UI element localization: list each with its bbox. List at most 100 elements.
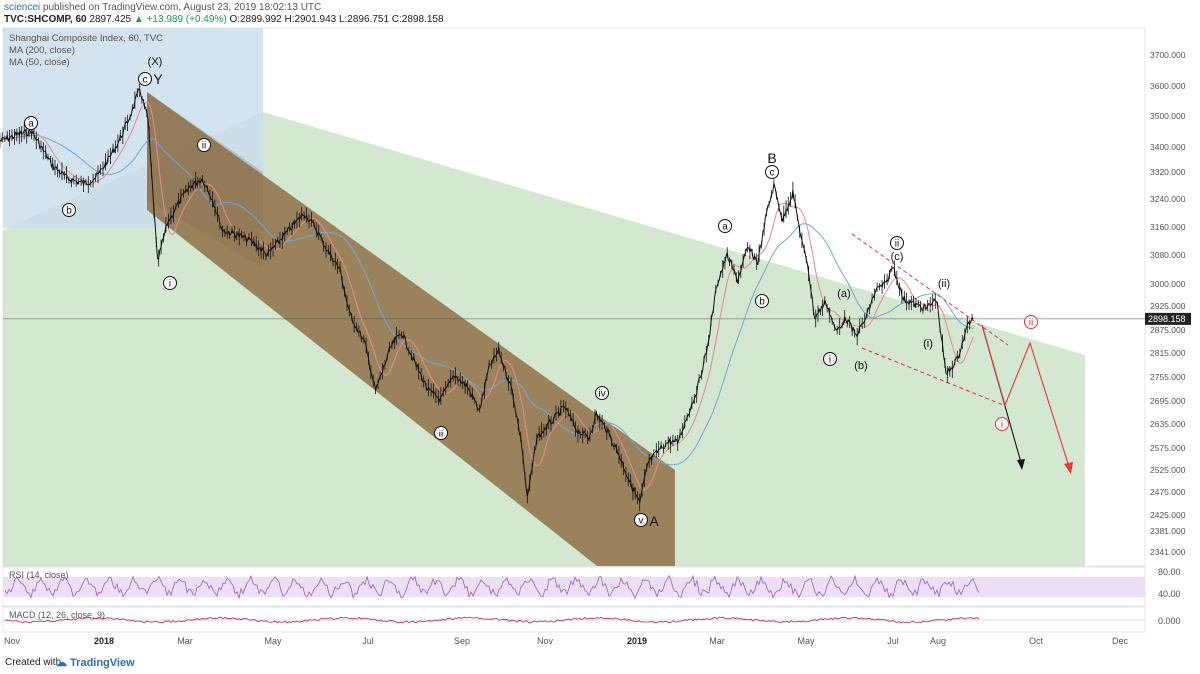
- rsi-line: [4, 574, 980, 600]
- price-tick-label: 3240.000: [1150, 194, 1186, 204]
- ohlc-values: O:2899.992 H:2901.943 L:2896.751 C:2898.…: [229, 14, 444, 25]
- macd-tick: 0.000: [1158, 616, 1181, 626]
- wave-label-text: a: [28, 119, 34, 130]
- price-tick-label: 3400.000: [1150, 142, 1186, 152]
- wave-label-circle: [995, 417, 1009, 431]
- wave-label-circle: [24, 116, 38, 130]
- wave-label-text: iii: [438, 430, 444, 439]
- red-arrowhead: [1064, 462, 1073, 474]
- time-tick-label: 2018: [94, 636, 114, 646]
- symbol-label: TVC:SHCOMP, 60: [4, 14, 87, 25]
- projection-arrows: [981, 324, 1073, 474]
- wave-label-text: c: [770, 168, 775, 179]
- price-tick-label: 2425.000: [1150, 510, 1186, 520]
- wave-label-text: (b): [854, 360, 867, 372]
- time-tick-label: Mar: [177, 636, 193, 646]
- time-tick-label: Nov: [4, 636, 21, 646]
- chart-legend: Shanghai Composite Index, 60, TVC MA (20…: [9, 33, 163, 69]
- change-value: +13.989 (+0.49%): [146, 14, 227, 25]
- legend-title: Shanghai Composite Index, 60, TVC: [9, 33, 164, 44]
- ohlc-line: TVC:SHCOMP, 60 2897.425 ▲ +13.989 (+0.49…: [4, 14, 444, 25]
- price-tick-label: 3320.000: [1150, 167, 1186, 177]
- wave-label-circle: [595, 386, 609, 400]
- price-tick-label: 2925.000: [1150, 301, 1186, 311]
- wave-label-circle: [197, 138, 211, 152]
- legend-ma50[interactable]: MA (50, close): [9, 57, 70, 68]
- rsi-label[interactable]: RSI (14, close): [9, 570, 69, 580]
- wave-label-text: iv: [598, 389, 605, 400]
- wave-label-text: (c): [891, 251, 904, 263]
- price-tick-label: 3000.000: [1150, 279, 1186, 289]
- rsi-tick-40: 40.00: [1158, 589, 1181, 599]
- wave-label-text: i: [169, 279, 171, 290]
- rsi-tick-80: 80.00: [1158, 567, 1181, 577]
- legend-ma200[interactable]: MA (200, close): [9, 45, 75, 56]
- wave-label-text: c: [143, 75, 148, 86]
- wave-label-text: (X): [148, 56, 163, 68]
- wedge-upper-line: [851, 233, 1009, 346]
- wave-label-circle: [755, 294, 769, 308]
- wave-label-text: ii: [202, 141, 206, 152]
- price-tick-label: 2381.000: [1150, 526, 1186, 536]
- wave-label-text: a: [722, 222, 728, 233]
- price-tick-label: 2635.000: [1150, 419, 1186, 429]
- price-tick-label: 3600.000: [1150, 81, 1186, 91]
- price-tick-label: 2875.000: [1150, 325, 1186, 335]
- time-tick-label: Jul: [887, 636, 899, 646]
- price-tick-label: 3080.000: [1150, 250, 1186, 260]
- wave-label-circle: [718, 219, 732, 233]
- black-arrowhead: [1017, 459, 1025, 470]
- time-tick-label: Aug: [930, 636, 946, 646]
- wave-label-circle: [1024, 315, 1038, 329]
- time-tick-label: May: [264, 636, 282, 646]
- time-axis[interactable]: Nov 2018 Mar May Jul Sep Nov 2019 Mar May Jul Aug Oc…: [4, 636, 1129, 646]
- time-tick-label: Dec: [1112, 636, 1129, 646]
- price-tick-label: 3500.000: [1150, 111, 1186, 121]
- wave-label-circle: [62, 203, 76, 217]
- price-axis[interactable]: 3700.000 3600.000 3500.000 3400.000 3320.000…: [1150, 50, 1186, 557]
- time-tick-label: Mar: [709, 636, 725, 646]
- price-tick-label: 2341.000: [1150, 547, 1186, 557]
- price-tick-label: 2815.000: [1150, 348, 1186, 358]
- price-tick-label: 2475.000: [1150, 487, 1186, 497]
- publish-line: sciencei published on TradingView.com, A…: [4, 2, 321, 13]
- brown-channel: [147, 92, 675, 566]
- tradingview-logo[interactable]: ☁ TradingView: [56, 657, 135, 669]
- time-tick-label: Jul: [362, 636, 374, 646]
- wave-label-text: A: [649, 513, 659, 529]
- wave-label-text: b: [759, 297, 765, 308]
- price-tick-label: 2755.000: [1150, 372, 1186, 382]
- macd-label[interactable]: MACD (12, 26, close, 9): [9, 610, 106, 620]
- price-tick-label: 3700.000: [1150, 50, 1186, 60]
- wedge-lower-line: [861, 347, 1004, 406]
- price-tick-label: 2695.000: [1150, 396, 1186, 406]
- wave-label-circle: [890, 236, 904, 250]
- ma50-line: [0, 101, 974, 491]
- wave-label-circle: [434, 426, 448, 440]
- wave-label-text: ii: [895, 239, 899, 250]
- wave-label-text: (ii): [938, 278, 950, 290]
- last-price-badge-text: 2898.158: [1148, 314, 1186, 324]
- time-tick-label: Nov: [537, 636, 554, 646]
- footer: Created with ☁ TradingView: [0, 652, 1200, 674]
- macd-line: [5, 616, 980, 624]
- red-projection-path: [981, 324, 1071, 471]
- wave-label-text: ii: [1029, 318, 1033, 329]
- rsi-band: [3, 577, 1145, 597]
- wave-label-circle: [163, 276, 177, 290]
- time-tick-label: Oct: [1029, 636, 1044, 646]
- last-price: 2897.425: [89, 14, 132, 25]
- wave-label-circle: [823, 352, 837, 366]
- macd-pane: [2, 606, 1146, 633]
- wave-label-text: v: [639, 516, 644, 527]
- publisher-link[interactable]: sciencei: [4, 2, 41, 13]
- created-with-text: Created with: [5, 657, 62, 668]
- publish-header: sciencei published on TradingView.com, A…: [0, 0, 1200, 26]
- wave-label-text: Y: [153, 71, 163, 87]
- price-tick-label: 3160.000: [1150, 222, 1186, 232]
- wave-label-circle: [138, 72, 152, 86]
- wave-label-text: i: [1001, 420, 1003, 431]
- wave-label-text: B: [767, 150, 776, 166]
